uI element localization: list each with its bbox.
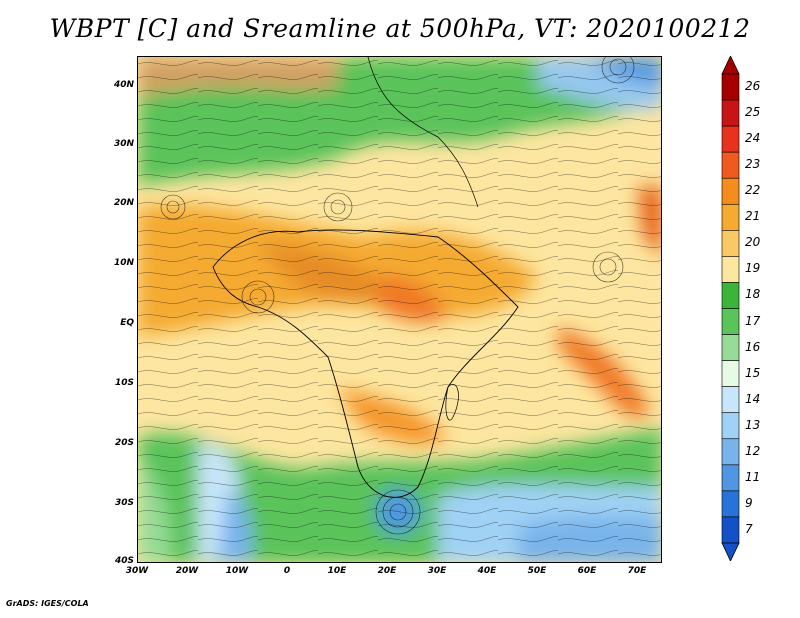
colorbar-label: 20 xyxy=(745,235,761,250)
lat-label: 30N xyxy=(113,139,134,149)
lon-label: 10E xyxy=(327,566,347,576)
colorbar-label: 25 xyxy=(745,105,761,120)
lon-label: 60E xyxy=(577,566,597,576)
colorbar-swatch xyxy=(721,490,740,518)
colorbar-label: 16 xyxy=(745,339,761,354)
colorbar-label: 11 xyxy=(745,469,761,484)
colorbar-label: 9 xyxy=(745,495,753,510)
colorbar-swatch xyxy=(721,386,740,414)
lon-label: 40E xyxy=(477,566,497,576)
colorbar-swatch xyxy=(721,125,740,153)
colorbar-swatch xyxy=(721,464,740,492)
colorbar-bottom-arrow xyxy=(721,542,740,561)
colorbar-label: 18 xyxy=(745,287,761,302)
colorbar-swatch xyxy=(721,360,740,387)
colorbar-label: 14 xyxy=(745,391,761,406)
lat-label: 40S xyxy=(114,556,134,566)
lon-label: 50E xyxy=(527,566,547,576)
lon-label: 30E xyxy=(427,566,447,576)
colorbar-swatch xyxy=(721,334,740,361)
colorbar-swatch xyxy=(721,308,740,335)
lat-label: 30S xyxy=(114,498,134,508)
colorbar-swatch xyxy=(721,230,740,257)
colorbar-label: 23 xyxy=(745,157,761,172)
lat-label: 10N xyxy=(113,258,134,268)
colorbar-swatch xyxy=(721,73,740,101)
colorbar-top-arrow xyxy=(721,56,740,75)
map-panel xyxy=(137,56,662,563)
colorbar-label: 17 xyxy=(745,313,761,328)
colorbar-swatch xyxy=(721,256,740,283)
lat-label: 20S xyxy=(114,438,134,448)
lat-label: 20N xyxy=(113,198,134,208)
lon-label: 10W xyxy=(225,566,249,576)
colorbar-label: 21 xyxy=(745,209,761,224)
colorbar-label: 19 xyxy=(745,261,761,276)
colorbar-swatch xyxy=(721,516,740,544)
colorbar-label: 7 xyxy=(745,521,753,536)
lon-label: 0 xyxy=(283,566,291,576)
colorbar-swatch xyxy=(721,203,740,231)
lon-label: 70E xyxy=(627,566,647,576)
grads-credit: GrADS: IGES/COLA xyxy=(6,599,89,608)
colorbar-label: 24 xyxy=(745,131,761,146)
colorbar-swatch xyxy=(721,282,740,309)
colorbar-label: 26 xyxy=(745,79,761,94)
colorbar-label: 15 xyxy=(745,365,761,380)
lat-label: EQ xyxy=(120,318,134,328)
wbpt-field-map xyxy=(138,57,661,562)
colorbar-label: 22 xyxy=(745,183,761,198)
lat-label: 10S xyxy=(114,378,134,388)
colorbar-label: 12 xyxy=(745,443,761,458)
colorbar-swatch xyxy=(721,412,740,440)
map-title: WBPT [C] and Sreamline at 500hPa, VT: 20… xyxy=(49,14,751,43)
lon-label: 20W xyxy=(175,566,199,576)
lon-label: 20E xyxy=(377,566,397,576)
lat-label: 40N xyxy=(113,80,134,90)
colorbar-swatch xyxy=(721,438,740,466)
colorbar xyxy=(721,56,740,561)
colorbar-swatch xyxy=(721,151,740,179)
lon-label: 30W xyxy=(125,566,149,576)
colorbar-swatch xyxy=(721,99,740,127)
colorbar-label: 13 xyxy=(745,417,761,432)
colorbar-swatch xyxy=(721,177,740,205)
